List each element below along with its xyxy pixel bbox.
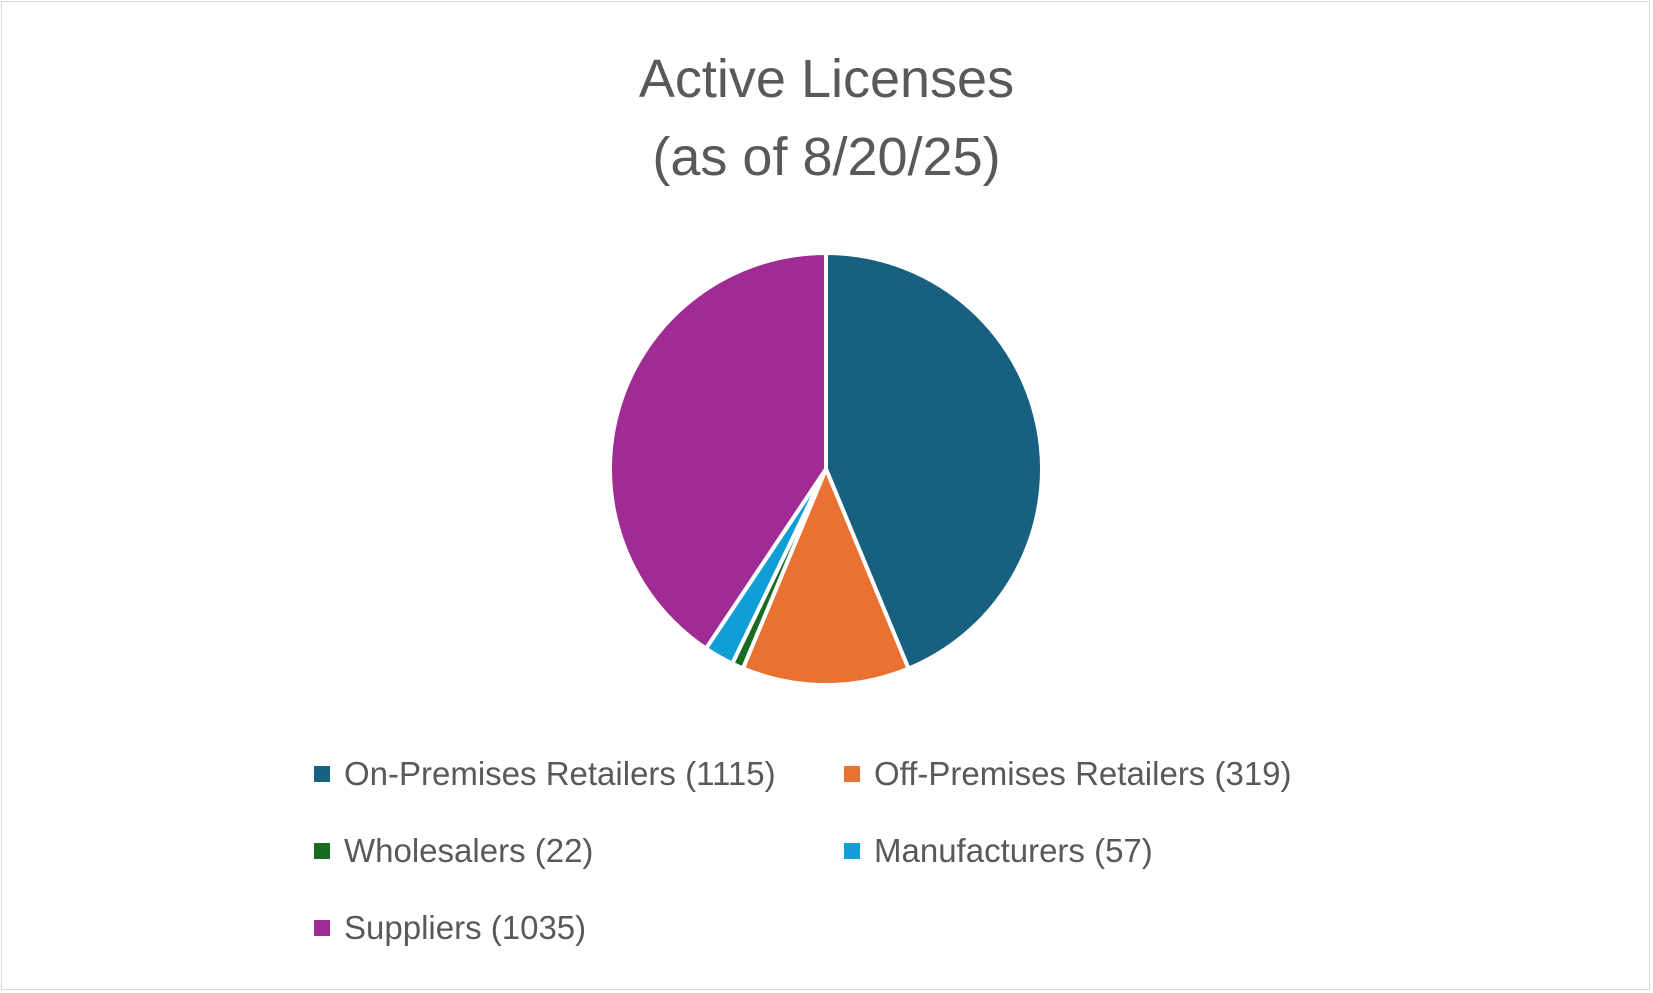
pie-slice-on-premises-retailers: [824, 251, 1044, 671]
legend-item-off-premises-retailers: Off-Premises Retailers (319): [844, 754, 1292, 794]
legend-label: Manufacturers (57): [874, 832, 1153, 869]
pie-slice-suppliers: [608, 251, 828, 651]
legend-swatch-icon: [314, 920, 330, 936]
chart-subtitle-line: (as of 8/20/25): [652, 127, 1001, 187]
legend-swatch-icon: [844, 843, 860, 859]
legend-label: Off-Premises Retailers (319): [874, 755, 1292, 792]
legend-swatch-icon: [844, 766, 860, 782]
pie-slice-off-premises-retailers: [740, 467, 911, 687]
legend-item-wholesalers: Wholesalers (22): [314, 831, 593, 871]
chart-title: Active Licenses (as of 8/20/25): [0, 40, 1653, 196]
legend-swatch-icon: [314, 766, 330, 782]
legend-label: On-Premises Retailers (1115): [344, 755, 776, 792]
legend-item-suppliers: Suppliers (1035): [314, 908, 586, 948]
legend-label: Suppliers (1035): [344, 909, 587, 946]
legend-item-manufacturers: Manufacturers (57): [844, 831, 1153, 871]
legend-item-on-premises-retailers: On-Premises Retailers (1115): [314, 754, 776, 794]
legend-label: Wholesalers (22): [344, 832, 594, 869]
legend: On-Premises Retailers (1115) Off-Premise…: [314, 748, 1414, 988]
legend-swatch-icon: [314, 843, 330, 859]
chart-title-line: Active Licenses: [638, 49, 1015, 109]
